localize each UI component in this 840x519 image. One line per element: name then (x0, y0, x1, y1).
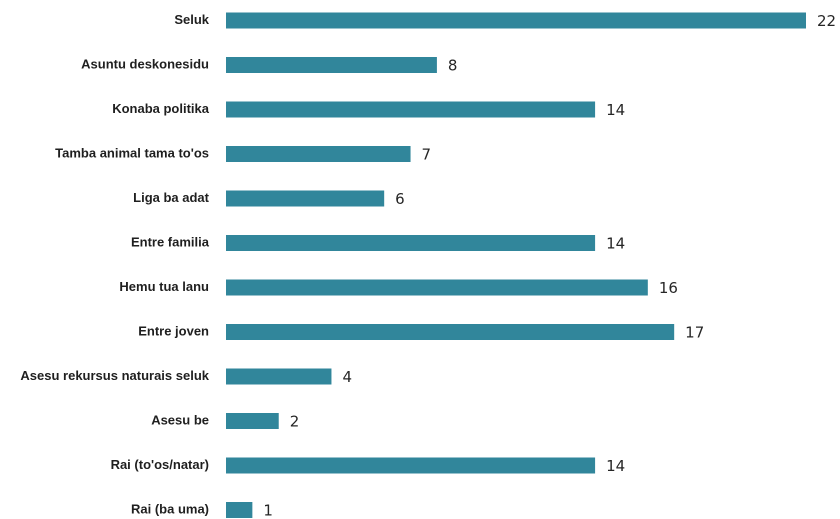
bar (226, 12, 806, 29)
category-label: Rai (to'os/natar) (111, 457, 209, 472)
bar (226, 413, 279, 429)
bar (226, 190, 385, 207)
category-label: Hemu tua lanu (119, 279, 209, 294)
category-label: Asesu be (151, 412, 209, 427)
category-label: Entre familia (131, 234, 210, 249)
category-label: Asuntu deskonesidu (81, 56, 209, 71)
value-label: 14 (606, 235, 625, 253)
bar (226, 279, 648, 296)
bar (226, 235, 596, 251)
bar (226, 57, 437, 73)
value-label: 2 (290, 413, 300, 431)
value-label: 14 (606, 101, 625, 119)
category-label: Asesu rekursus naturais seluk (20, 368, 209, 383)
category-label: Seluk (174, 12, 209, 27)
value-label: 16 (659, 279, 678, 297)
category-label: Entre joven (138, 323, 209, 338)
value-label: 7 (422, 146, 432, 164)
bar (226, 502, 253, 518)
value-label: 4 (342, 368, 352, 386)
category-label: Rai (ba uma) (131, 501, 209, 516)
value-label: 14 (606, 457, 625, 475)
bar (226, 457, 596, 474)
bar (226, 324, 675, 340)
bar (226, 146, 411, 162)
category-label: Konaba politika (112, 101, 210, 116)
value-label: 17 (685, 324, 704, 342)
value-label: 8 (448, 57, 458, 75)
value-label: 6 (395, 190, 405, 208)
bar (226, 368, 332, 385)
value-label: 1 (263, 502, 273, 519)
category-label: Tamba animal tama to'os (55, 145, 209, 160)
category-label: Liga ba adat (133, 190, 210, 205)
bar (226, 101, 596, 118)
value-label: 22 (817, 12, 836, 30)
